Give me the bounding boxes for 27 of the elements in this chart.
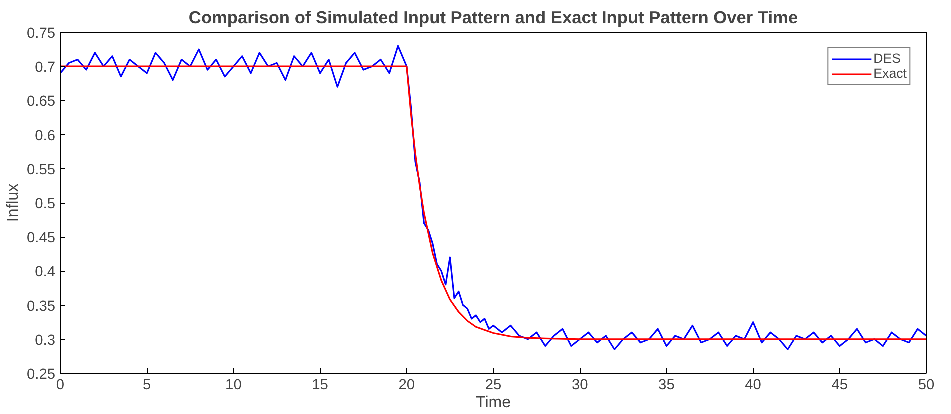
- x-tick-label: 50: [918, 378, 935, 394]
- x-axis-title: Time: [476, 394, 512, 412]
- x-tick-label: 15: [312, 378, 328, 394]
- y-tick-label: 0.7: [35, 60, 56, 76]
- y-tick-label: 0.45: [26, 230, 56, 247]
- y-tick-label: 0.75: [26, 26, 56, 42]
- y-tick-label: 0.3: [35, 332, 56, 349]
- y-tick-label: 0.65: [26, 94, 56, 110]
- y-tick-label: 0.35: [26, 298, 56, 315]
- y-tick-label: 0.4: [35, 264, 56, 281]
- x-tick-label: 35: [658, 378, 675, 394]
- x-tick-label: 10: [226, 378, 242, 394]
- legend-label: Exact: [874, 66, 907, 81]
- y-tick-label: 0.6: [35, 128, 56, 144]
- x-tick-label: 40: [745, 378, 762, 394]
- y-tick-label: 0.25: [26, 367, 56, 383]
- y-axis-title: Influx: [4, 184, 22, 222]
- x-tick-label: 20: [398, 378, 416, 394]
- x-tick-label: 25: [485, 378, 502, 394]
- y-tick-label: 0.55: [26, 162, 56, 178]
- y-tick-label: 0.5: [35, 196, 56, 212]
- x-tick-label: 0: [56, 378, 65, 394]
- legend-label: DES: [874, 51, 902, 66]
- chart-title: Comparison of Simulated Input Pattern and Exact Input Pattern Over Time: [188, 8, 798, 28]
- x-tick-label: 45: [832, 378, 848, 394]
- x-tick-label: 30: [572, 378, 588, 394]
- x-tick-label: 5: [143, 378, 152, 394]
